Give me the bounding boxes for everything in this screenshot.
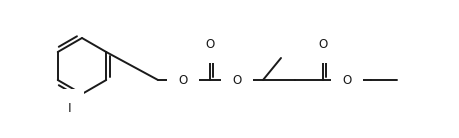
Text: O: O bbox=[318, 38, 327, 51]
Text: O: O bbox=[232, 74, 241, 87]
Text: O: O bbox=[178, 74, 187, 87]
Text: I: I bbox=[68, 102, 72, 115]
Text: O: O bbox=[341, 74, 351, 87]
Text: O: O bbox=[205, 38, 214, 51]
